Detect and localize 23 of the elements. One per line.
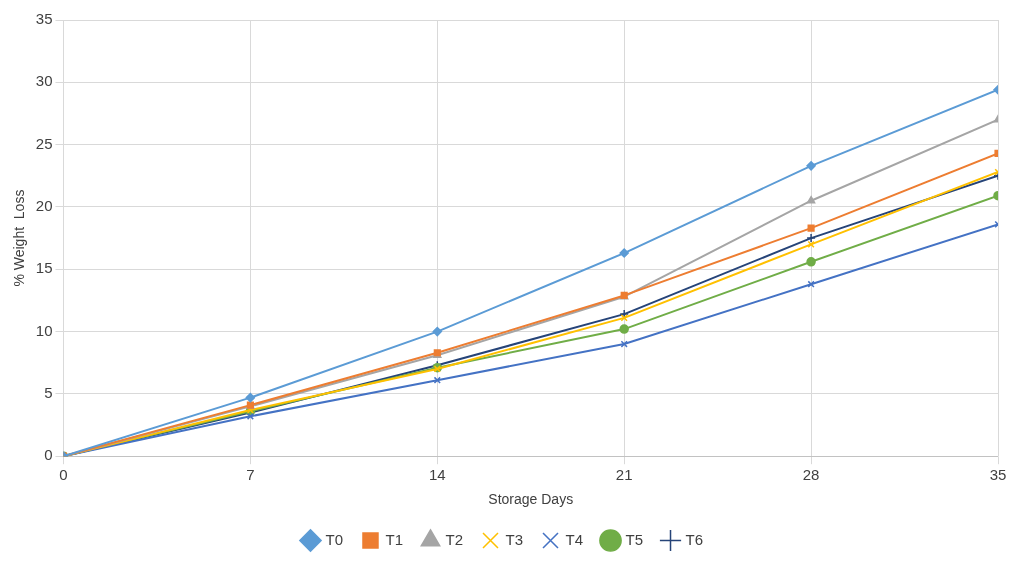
y-tick-label: 0	[44, 446, 53, 464]
legend-label: T4	[565, 530, 584, 548]
x-tick-label: 35	[989, 466, 1007, 484]
y-tick-label: 10	[35, 321, 53, 339]
x-tick-label: 7	[246, 466, 255, 484]
y-tick-label: 30	[35, 72, 53, 90]
x-tick-label: 14	[428, 466, 446, 484]
y-tick-label: 35	[35, 10, 53, 28]
legend-label: T6	[685, 530, 704, 548]
x-tick-label: 21	[615, 466, 633, 484]
legend-label: T2	[445, 530, 464, 548]
legend-label: T1	[385, 530, 403, 548]
legend-label: T5	[625, 530, 644, 548]
x-tick-label: 0	[59, 466, 68, 484]
y-tick-label: 5	[44, 384, 53, 402]
y-axis-title: % Weight Loss	[11, 189, 28, 287]
y-tick-label: 15	[35, 259, 53, 277]
legend-label: T0	[325, 530, 343, 548]
y-tick-label: 25	[35, 134, 53, 152]
x-axis-title: Storage Days	[488, 491, 574, 508]
x-tick-label: 28	[802, 466, 820, 484]
y-tick-label: 20	[35, 197, 53, 215]
legend-label: T3	[505, 530, 524, 548]
